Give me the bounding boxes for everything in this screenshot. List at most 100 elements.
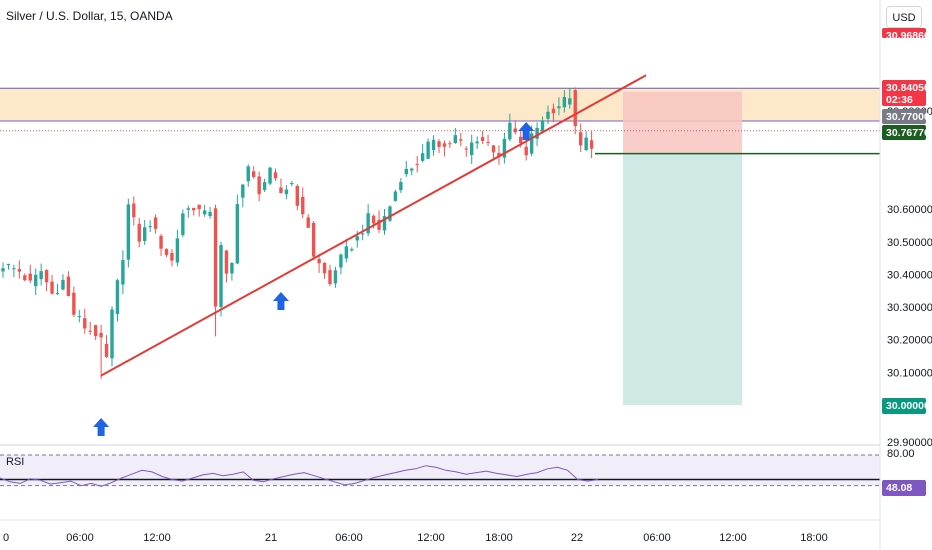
candle-body — [50, 281, 54, 294]
candle-body — [497, 152, 501, 157]
chart-title: Silver / U.S. Dollar, 15, OANDA — [6, 9, 173, 23]
price-tick-label: 30.30000 — [887, 302, 932, 314]
candle-body — [393, 191, 398, 201]
time-tick-label: 06:00 — [335, 532, 363, 544]
time-tick-label: 0 — [3, 532, 9, 544]
candle-body — [262, 182, 267, 190]
candle-body — [213, 208, 218, 307]
candle-body — [453, 135, 458, 144]
up-arrow-icon — [272, 292, 289, 310]
candle-body — [137, 223, 141, 242]
candle-body — [388, 206, 392, 221]
candle-body — [170, 252, 174, 261]
candle-body — [61, 279, 65, 290]
candle-body — [535, 127, 539, 139]
candle-body — [589, 140, 594, 149]
level-price-badge-bg — [882, 125, 926, 140]
candle-body — [28, 273, 32, 281]
candle-body — [143, 227, 147, 242]
candle-body — [93, 325, 98, 337]
price-tick-label: 29.90000 — [887, 437, 932, 449]
candle-body — [459, 139, 463, 141]
candle-body — [333, 270, 338, 284]
candle-body — [257, 176, 261, 195]
candle-body — [159, 235, 163, 249]
candle-body — [431, 139, 436, 151]
candle-body — [88, 330, 92, 332]
candle-body — [502, 138, 507, 158]
time-tick-label: 06:00 — [643, 532, 671, 544]
candle-body — [584, 137, 588, 151]
candle-body — [339, 254, 343, 268]
candle-body — [306, 217, 310, 228]
candle-body — [301, 196, 305, 215]
candle-body — [480, 137, 485, 142]
candle-body — [224, 250, 229, 274]
candle-body — [197, 204, 201, 210]
price-tick-label: 30.10000 — [887, 367, 932, 379]
price-tick-label: 30.50000 — [887, 237, 932, 249]
target-price-badge-bg — [882, 398, 926, 414]
take-profit-zone — [623, 153, 742, 405]
candle-body — [546, 111, 550, 119]
up-arrow-icon — [93, 418, 110, 436]
candle-body — [17, 269, 22, 272]
candle-body — [202, 210, 207, 215]
time-tick-label: 21 — [265, 532, 277, 544]
candle-body — [284, 189, 289, 195]
candle-body — [115, 280, 120, 315]
candles-layer — [1, 87, 594, 379]
stop-loss-zone — [623, 91, 742, 154]
candle-body — [164, 249, 169, 255]
price-tick-label: 30.20000 — [887, 335, 932, 347]
candle-body — [361, 233, 365, 235]
rsi-line — [0, 465, 599, 487]
current-price-badge-bg — [882, 80, 926, 106]
price-tick-label: 30.40000 — [887, 269, 932, 281]
rsi-band — [0, 455, 880, 486]
candle-body — [132, 203, 136, 218]
candle-body — [491, 145, 496, 153]
candle-body — [562, 96, 567, 108]
candle-body — [404, 168, 408, 175]
stop-price-badge-text: 30.96860 — [886, 30, 930, 42]
candle-body — [317, 259, 321, 264]
rsi-value-badge-text: 48.08 — [886, 482, 912, 494]
overlays-layer — [0, 74, 880, 436]
candle-body — [464, 148, 468, 150]
currency-selector[interactable]: USD — [886, 6, 922, 28]
candle-body — [181, 213, 185, 236]
candle-body — [273, 172, 278, 179]
candle-body — [12, 268, 16, 270]
candle-body — [279, 187, 283, 193]
entry-price-badge: 30.77000 — [882, 109, 930, 124]
support-trendline — [100, 74, 647, 377]
candle-body — [579, 132, 583, 146]
candle-body — [448, 143, 452, 145]
rsi-value-badge: 48.08 — [882, 480, 926, 496]
stop-price-badge-bg — [882, 28, 926, 38]
candle-body — [23, 275, 27, 281]
candle-body — [1, 268, 5, 272]
candle-body — [557, 106, 561, 109]
candle-body — [153, 217, 158, 229]
candle-body — [524, 146, 528, 156]
candle-body — [104, 343, 109, 357]
target-price-badge-text: 30.00000 — [886, 400, 930, 412]
up-arrow-icon — [518, 122, 535, 140]
candle-body — [328, 270, 332, 285]
time-tick-label: 12:00 — [719, 532, 747, 544]
candle-body — [410, 168, 414, 171]
candle-body — [110, 309, 114, 359]
candle-body — [415, 164, 419, 166]
level-price-badge: 30.76776 — [882, 125, 930, 140]
candle-body — [99, 332, 103, 338]
candle-body — [475, 141, 479, 144]
target-price-badge: 30.00000 — [882, 398, 930, 414]
candle-body — [290, 183, 294, 185]
candle-body — [230, 263, 234, 274]
candle-body — [72, 292, 76, 315]
entry-price-badge-bg — [882, 109, 926, 124]
